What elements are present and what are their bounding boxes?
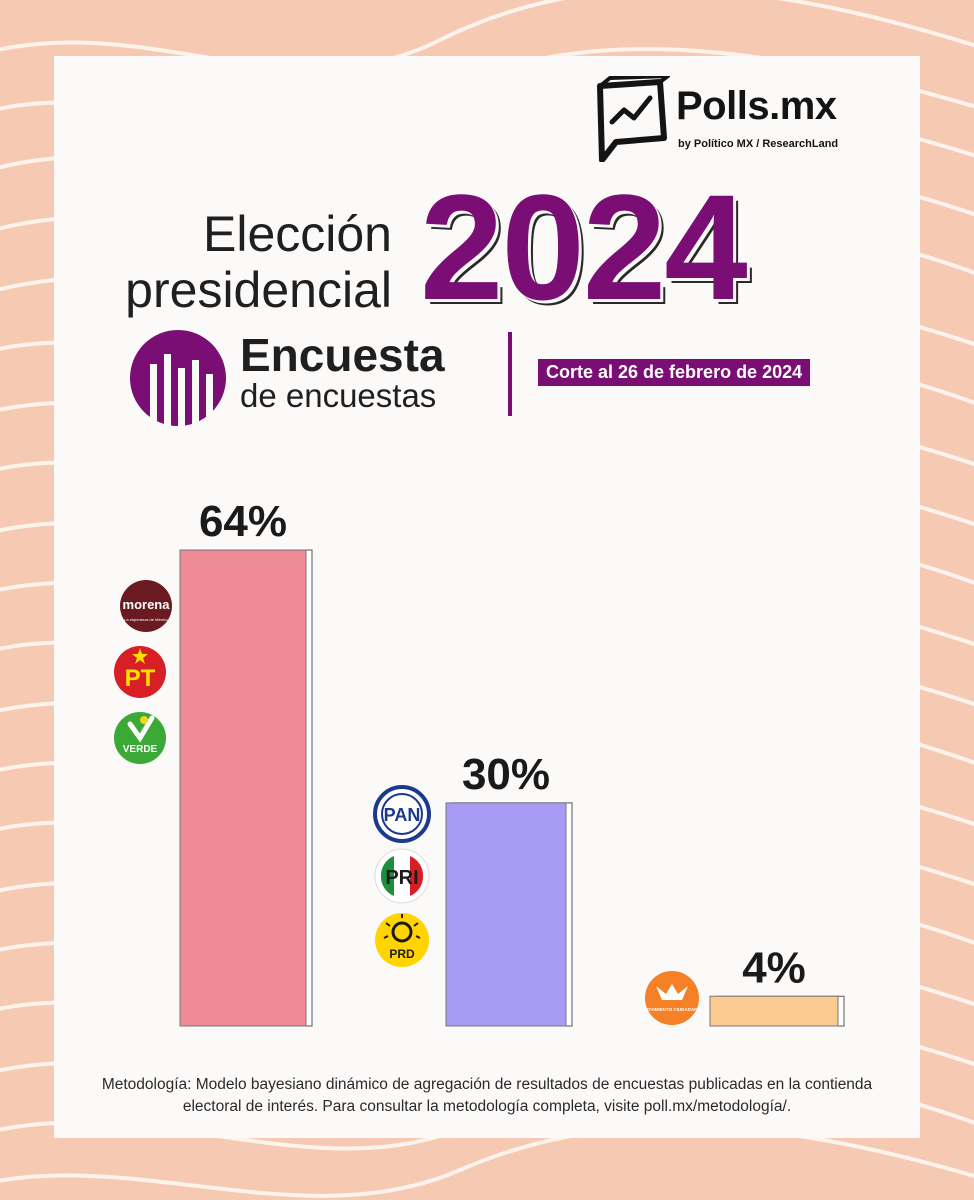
title-year: 2024	[420, 163, 748, 331]
methodology-note: Metodología: Modelo bayesiano dinámico d…	[101, 1076, 873, 1115]
infographic-card: Polls.mx by Político MX / ResearchLand E…	[54, 56, 920, 1138]
title-line-1: Elección	[203, 206, 392, 262]
morena-icon: morena La esperanza de México	[120, 580, 172, 632]
prd-icon: PRD	[375, 913, 429, 967]
bar-value-label-2: 30%	[462, 750, 550, 799]
page-title: Elección presidencial	[102, 206, 392, 318]
survey-logo-icon	[130, 330, 226, 426]
verde-icon: VERDE	[114, 712, 166, 764]
verde-label: VERDE	[123, 744, 158, 755]
mc-icon: MOVIMIENTO CIUDADANO	[643, 971, 701, 1025]
brand-name: Polls.mx	[676, 84, 837, 128]
pan-label: PAN	[384, 805, 421, 825]
pri-label: PRI	[385, 867, 418, 889]
brand-logo: Polls.mx by Político MX / ResearchLand	[594, 76, 894, 166]
bar-chart: morena La esperanza de México PT VERDE P…	[114, 497, 845, 1027]
divider	[508, 332, 512, 416]
prd-label: PRD	[389, 947, 415, 961]
bar-3	[709, 995, 839, 1027]
bar-1	[179, 549, 307, 1027]
chart-bubble-icon	[597, 76, 670, 162]
bar-value-label-3: 4%	[742, 943, 806, 992]
pt-label: PT	[125, 665, 156, 692]
survey-title: Encuesta	[240, 329, 445, 381]
title-line-2: presidencial	[125, 262, 392, 318]
pan-icon: PAN	[373, 785, 431, 843]
mc-label: MOVIMIENTO CIUDADANO	[643, 1007, 701, 1012]
brand-byline: by Político MX / ResearchLand	[678, 138, 839, 150]
bars-group: 64% 30% 4%	[179, 497, 845, 1027]
bar-2	[445, 802, 567, 1027]
morena-label: morena	[123, 597, 171, 612]
cutoff-date-badge: Corte al 26 de febrero de 2024	[538, 359, 811, 386]
bar-value-label-1: 64%	[199, 497, 287, 546]
pri-icon: PRI	[374, 848, 430, 904]
morena-tagline: La esperanza de México	[124, 617, 168, 622]
pt-icon: PT	[114, 646, 166, 698]
survey-subtitle: de encuestas	[240, 377, 437, 414]
